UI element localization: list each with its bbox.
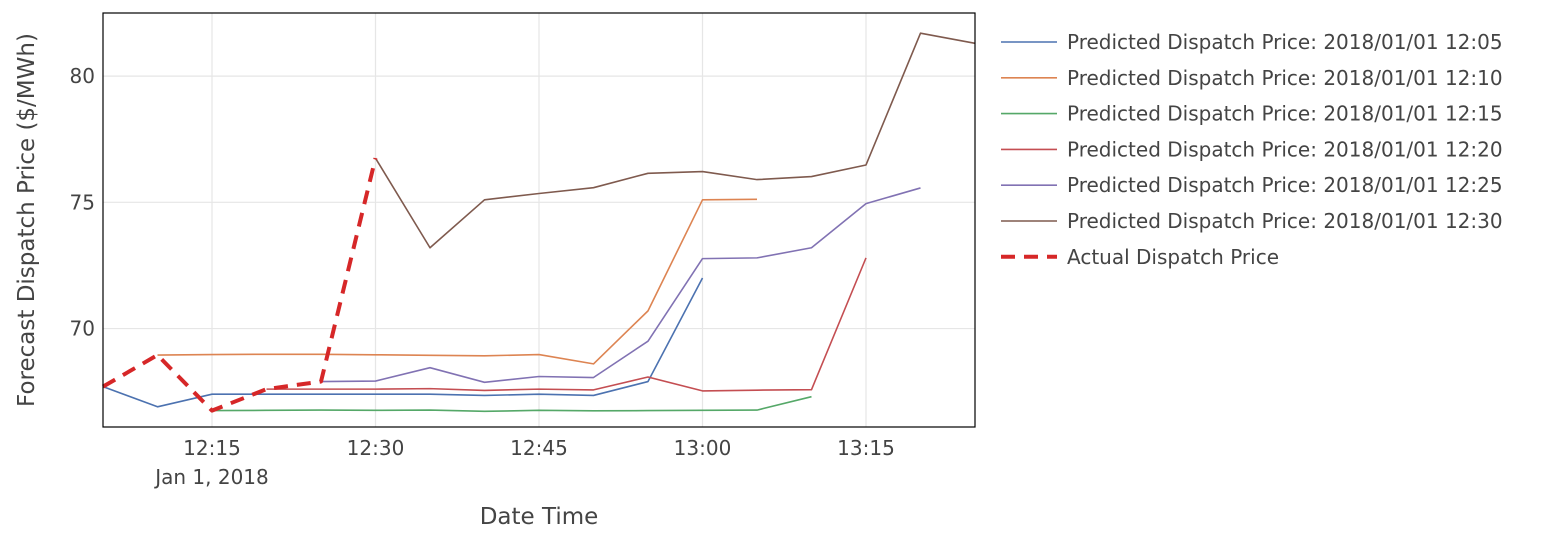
x-tick-sublabel: Jan 1, 2018 — [153, 465, 269, 489]
legend-entry-label: Predicted Dispatch Price: 2018/01/01 12:… — [1067, 173, 1503, 197]
legend: Predicted Dispatch Price: 2018/01/01 12:… — [1001, 30, 1503, 269]
y-axis-ticks: 70 75 80 — [70, 64, 95, 340]
legend-entry-label: Predicted Dispatch Price: 2018/01/01 12:… — [1067, 30, 1503, 54]
y-tick-label: 80 — [70, 64, 95, 88]
series-lines — [101, 32, 976, 413]
legend-entry-label: Predicted Dispatch Price: 2018/01/01 12:… — [1067, 137, 1503, 161]
y-tick-label: 75 — [70, 190, 95, 214]
x-tick-label: 13:15 — [837, 436, 895, 460]
x-axis-ticks: 12:15 Jan 1, 2018 12:30 12:45 13:00 13:15 — [153, 436, 895, 489]
plot-frame — [102, 12, 976, 428]
series-line-1 — [102, 277, 704, 408]
series-line-3 — [211, 395, 812, 413]
series-line-5 — [320, 187, 921, 384]
y-tick-label: 70 — [70, 317, 95, 341]
series-line-actual — [101, 157, 378, 413]
x-tick-label: 12:45 — [510, 436, 568, 460]
legend-entry-label: Predicted Dispatch Price: 2018/01/01 12:… — [1067, 102, 1503, 126]
x-tick-label: 12:30 — [347, 436, 405, 460]
series-line-2 — [157, 198, 758, 365]
y-axis-title: Forecast Dispatch Price ($/MWh) — [14, 33, 40, 407]
x-tick-label: 13:00 — [674, 436, 732, 460]
legend-entry-label: Predicted Dispatch Price: 2018/01/01 12:… — [1067, 66, 1503, 90]
legend-entry-label: Actual Dispatch Price — [1067, 245, 1279, 269]
x-tick-label: 12:15 — [183, 436, 241, 460]
grid — [103, 13, 975, 427]
series-line-4 — [266, 257, 867, 392]
legend-entry-label: Predicted Dispatch Price: 2018/01/01 12:… — [1067, 209, 1503, 233]
series-line-6 — [374, 32, 976, 249]
x-axis-title: Date Time — [480, 504, 599, 530]
